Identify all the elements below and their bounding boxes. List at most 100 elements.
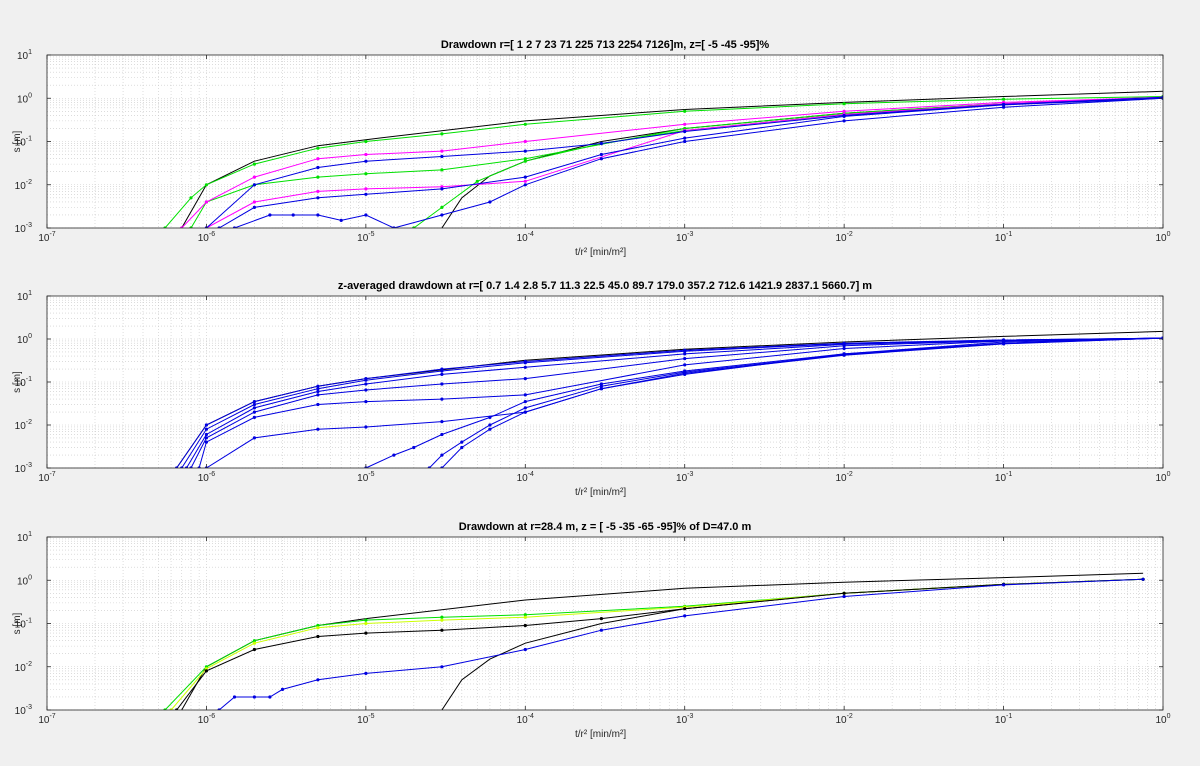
data-point xyxy=(268,213,272,217)
data-point xyxy=(392,453,396,457)
x-tick-label: 100 xyxy=(1155,713,1170,726)
y-axis-label: s [m] xyxy=(12,612,23,634)
y-axis-label: s [m] xyxy=(12,130,23,152)
data-point xyxy=(683,371,687,375)
data-point xyxy=(252,647,256,652)
data-point xyxy=(460,440,464,444)
data-point xyxy=(440,420,444,424)
x-tick-label: 10-4 xyxy=(517,231,534,244)
data-point xyxy=(316,175,320,179)
data-point xyxy=(316,387,320,391)
data-point xyxy=(440,149,444,153)
data-point xyxy=(204,427,208,431)
data-point xyxy=(523,406,527,410)
data-point xyxy=(204,669,208,673)
x-axis-label: t/r² [min/m²] xyxy=(575,247,626,258)
data-point xyxy=(488,423,492,427)
data-point xyxy=(252,695,256,699)
data-point xyxy=(440,453,444,457)
series-line-3 xyxy=(164,96,1163,228)
data-point xyxy=(1002,105,1006,109)
data-point xyxy=(523,623,527,628)
data-point xyxy=(364,618,368,622)
data-point xyxy=(364,425,368,429)
data-point xyxy=(316,389,320,394)
data-point xyxy=(523,410,527,414)
data-point xyxy=(599,617,604,621)
x-tick-label: 10-2 xyxy=(835,713,852,726)
data-point xyxy=(842,119,846,123)
data-point xyxy=(364,192,368,196)
x-tick-label: 10-6 xyxy=(198,713,215,726)
data-point xyxy=(364,621,368,626)
data-point xyxy=(842,346,846,351)
data-point xyxy=(252,410,256,414)
data-point xyxy=(252,641,256,645)
y-tick-label: 10-1 xyxy=(15,376,32,389)
data-point xyxy=(440,369,444,373)
y-tick-label: 10-3 xyxy=(15,222,32,235)
data-point xyxy=(683,136,687,140)
data-point xyxy=(204,667,208,671)
data-point xyxy=(523,139,527,144)
data-point xyxy=(440,382,444,386)
x-tick-label: 10-7 xyxy=(38,713,55,726)
data-point xyxy=(599,382,604,386)
data-point xyxy=(683,607,687,611)
data-point xyxy=(1002,583,1006,587)
y-tick-label: 101 xyxy=(17,531,32,544)
data-point xyxy=(842,353,846,357)
data-point xyxy=(683,614,687,618)
data-point xyxy=(683,349,687,353)
data-point xyxy=(683,357,687,361)
y-tick-label: 101 xyxy=(17,49,32,62)
data-point xyxy=(440,187,444,191)
data-point xyxy=(842,109,846,113)
y-tick-label: 10-1 xyxy=(15,136,32,149)
data-point xyxy=(252,436,256,440)
data-point xyxy=(599,387,604,391)
plot-2: 10-7 10-6 10-5 10-4 10-3 10-2 10-1 100 10-3 10-2 1… xyxy=(12,280,1171,498)
data-point xyxy=(339,218,343,222)
plot-title: z-averaged drawdown at r=[ 0.7 1.4 2.8 5… xyxy=(338,280,872,292)
data-point xyxy=(252,183,256,187)
data-point xyxy=(440,132,444,136)
data-point xyxy=(440,628,444,632)
data-point xyxy=(364,631,368,635)
data-point xyxy=(252,415,256,419)
data-point xyxy=(440,432,444,437)
data-point xyxy=(280,687,285,692)
data-point xyxy=(316,165,320,170)
data-point xyxy=(440,168,444,172)
data-point xyxy=(364,172,368,176)
series-line-7 xyxy=(206,96,1163,228)
data-point xyxy=(364,388,368,392)
data-point xyxy=(523,393,527,397)
series-line-6 xyxy=(218,578,1144,710)
data-point xyxy=(599,152,604,157)
data-point xyxy=(440,618,444,622)
data-point xyxy=(842,102,846,106)
data-point xyxy=(440,205,444,209)
data-point xyxy=(599,141,604,146)
data-point xyxy=(523,175,527,179)
data-point xyxy=(364,378,368,382)
data-point xyxy=(189,196,193,200)
data-point xyxy=(364,152,368,157)
series-group xyxy=(163,90,1163,228)
y-tick-label: 10-1 xyxy=(15,618,32,631)
data-point xyxy=(440,213,444,217)
data-point xyxy=(523,122,527,126)
y-tick-label: 10-3 xyxy=(15,462,32,475)
y-tick-label: 10-3 xyxy=(15,704,32,717)
x-tick-label: 10-2 xyxy=(835,231,852,244)
x-tick-label: 100 xyxy=(1155,231,1170,244)
data-point xyxy=(440,615,444,619)
data-point xyxy=(204,436,208,440)
x-tick-label: 10-4 xyxy=(517,471,534,484)
series-group xyxy=(175,330,1163,468)
data-point xyxy=(683,363,687,367)
x-tick-label: 10-6 xyxy=(198,471,215,484)
data-point xyxy=(842,591,846,595)
data-point xyxy=(523,647,527,652)
